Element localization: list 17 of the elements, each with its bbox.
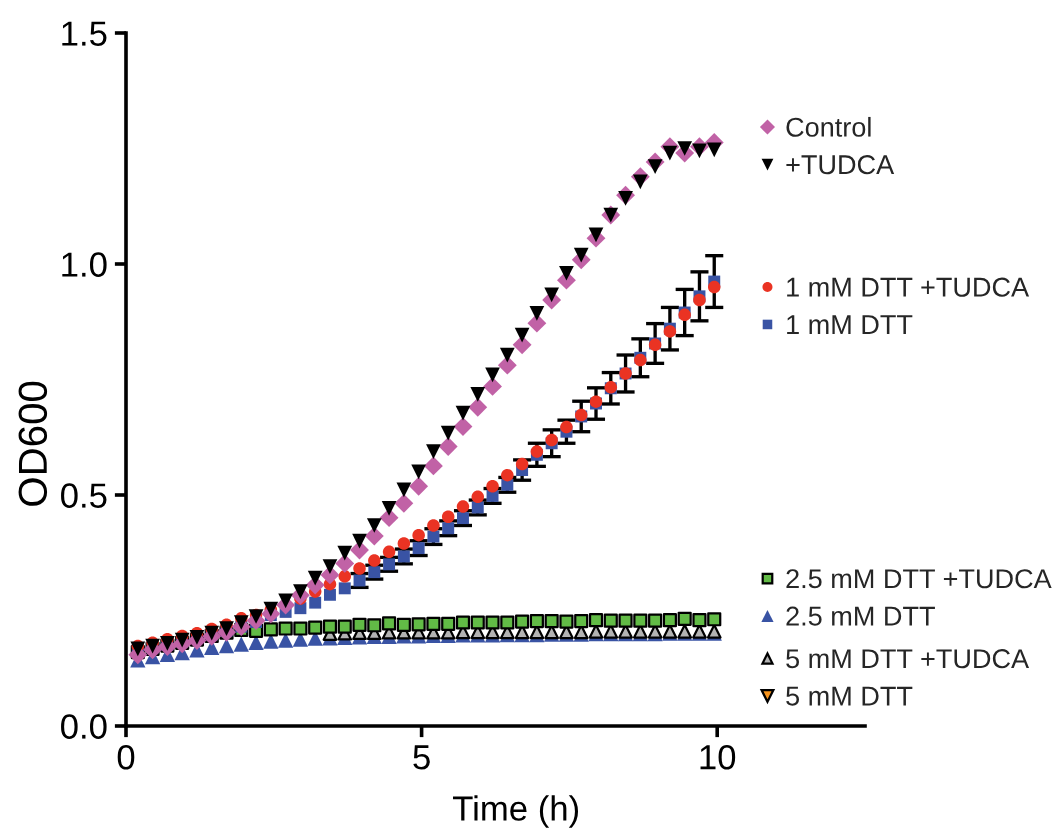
y-tick-label: 0.5 xyxy=(61,483,107,508)
legend-label: 5 mM DTT xyxy=(786,686,913,706)
y-tick-label: 1.0 xyxy=(62,252,107,277)
x-axis-title: Time (h) xyxy=(453,795,579,828)
x-tick-label: 0 xyxy=(117,744,135,770)
legend-label: Control xyxy=(786,116,871,137)
legend-label: 2.5 mM DTT +TUDCA xyxy=(786,569,1052,589)
legend-label: +TUDCA xyxy=(786,155,895,175)
y-axis-title: OD600 xyxy=(18,381,48,506)
legend-label: 2.5 mM DTT xyxy=(786,606,935,626)
legend-label: 1 mM DTT +TUDCA xyxy=(787,277,1030,297)
legend-label: 5 mM DTT +TUDCA xyxy=(786,649,1030,669)
legend-label: 1 mM DTT xyxy=(787,315,913,334)
y-tick-label: 1.5 xyxy=(62,21,107,46)
x-tick-label: 10 xyxy=(700,744,736,770)
y-tick-label: 0.0 xyxy=(61,714,107,739)
x-tick-label: 5 xyxy=(413,745,430,770)
